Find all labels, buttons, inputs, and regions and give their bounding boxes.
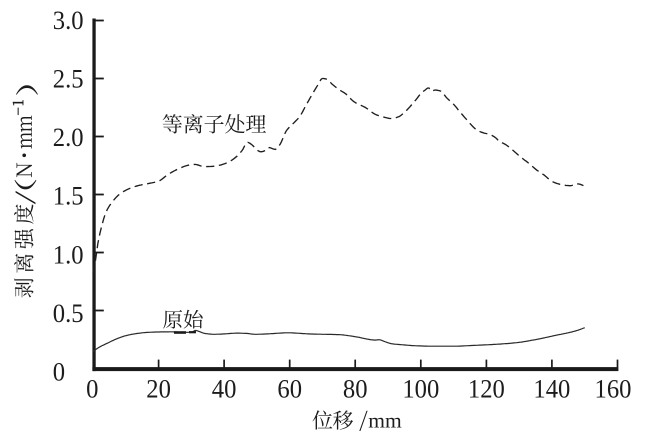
- svg-text:120: 120: [468, 374, 505, 404]
- svg-text:0: 0: [86, 374, 98, 404]
- svg-text:3.0: 3.0: [53, 5, 84, 35]
- svg-text:140: 140: [533, 374, 570, 404]
- svg-text:40: 40: [212, 374, 237, 404]
- svg-text:0: 0: [53, 357, 65, 387]
- svg-text:2.0: 2.0: [53, 122, 84, 152]
- svg-text:mm: mm: [368, 409, 402, 433]
- svg-text:1.5: 1.5: [53, 181, 84, 211]
- svg-text:160: 160: [595, 374, 632, 404]
- svg-text:60: 60: [277, 374, 302, 404]
- svg-text:100: 100: [402, 374, 439, 404]
- svg-text:20: 20: [146, 374, 171, 404]
- svg-text:1.0: 1.0: [53, 239, 84, 269]
- svg-text:0.5: 0.5: [53, 298, 84, 328]
- svg-text:80: 80: [343, 374, 368, 404]
- svg-text:2.5: 2.5: [53, 64, 84, 94]
